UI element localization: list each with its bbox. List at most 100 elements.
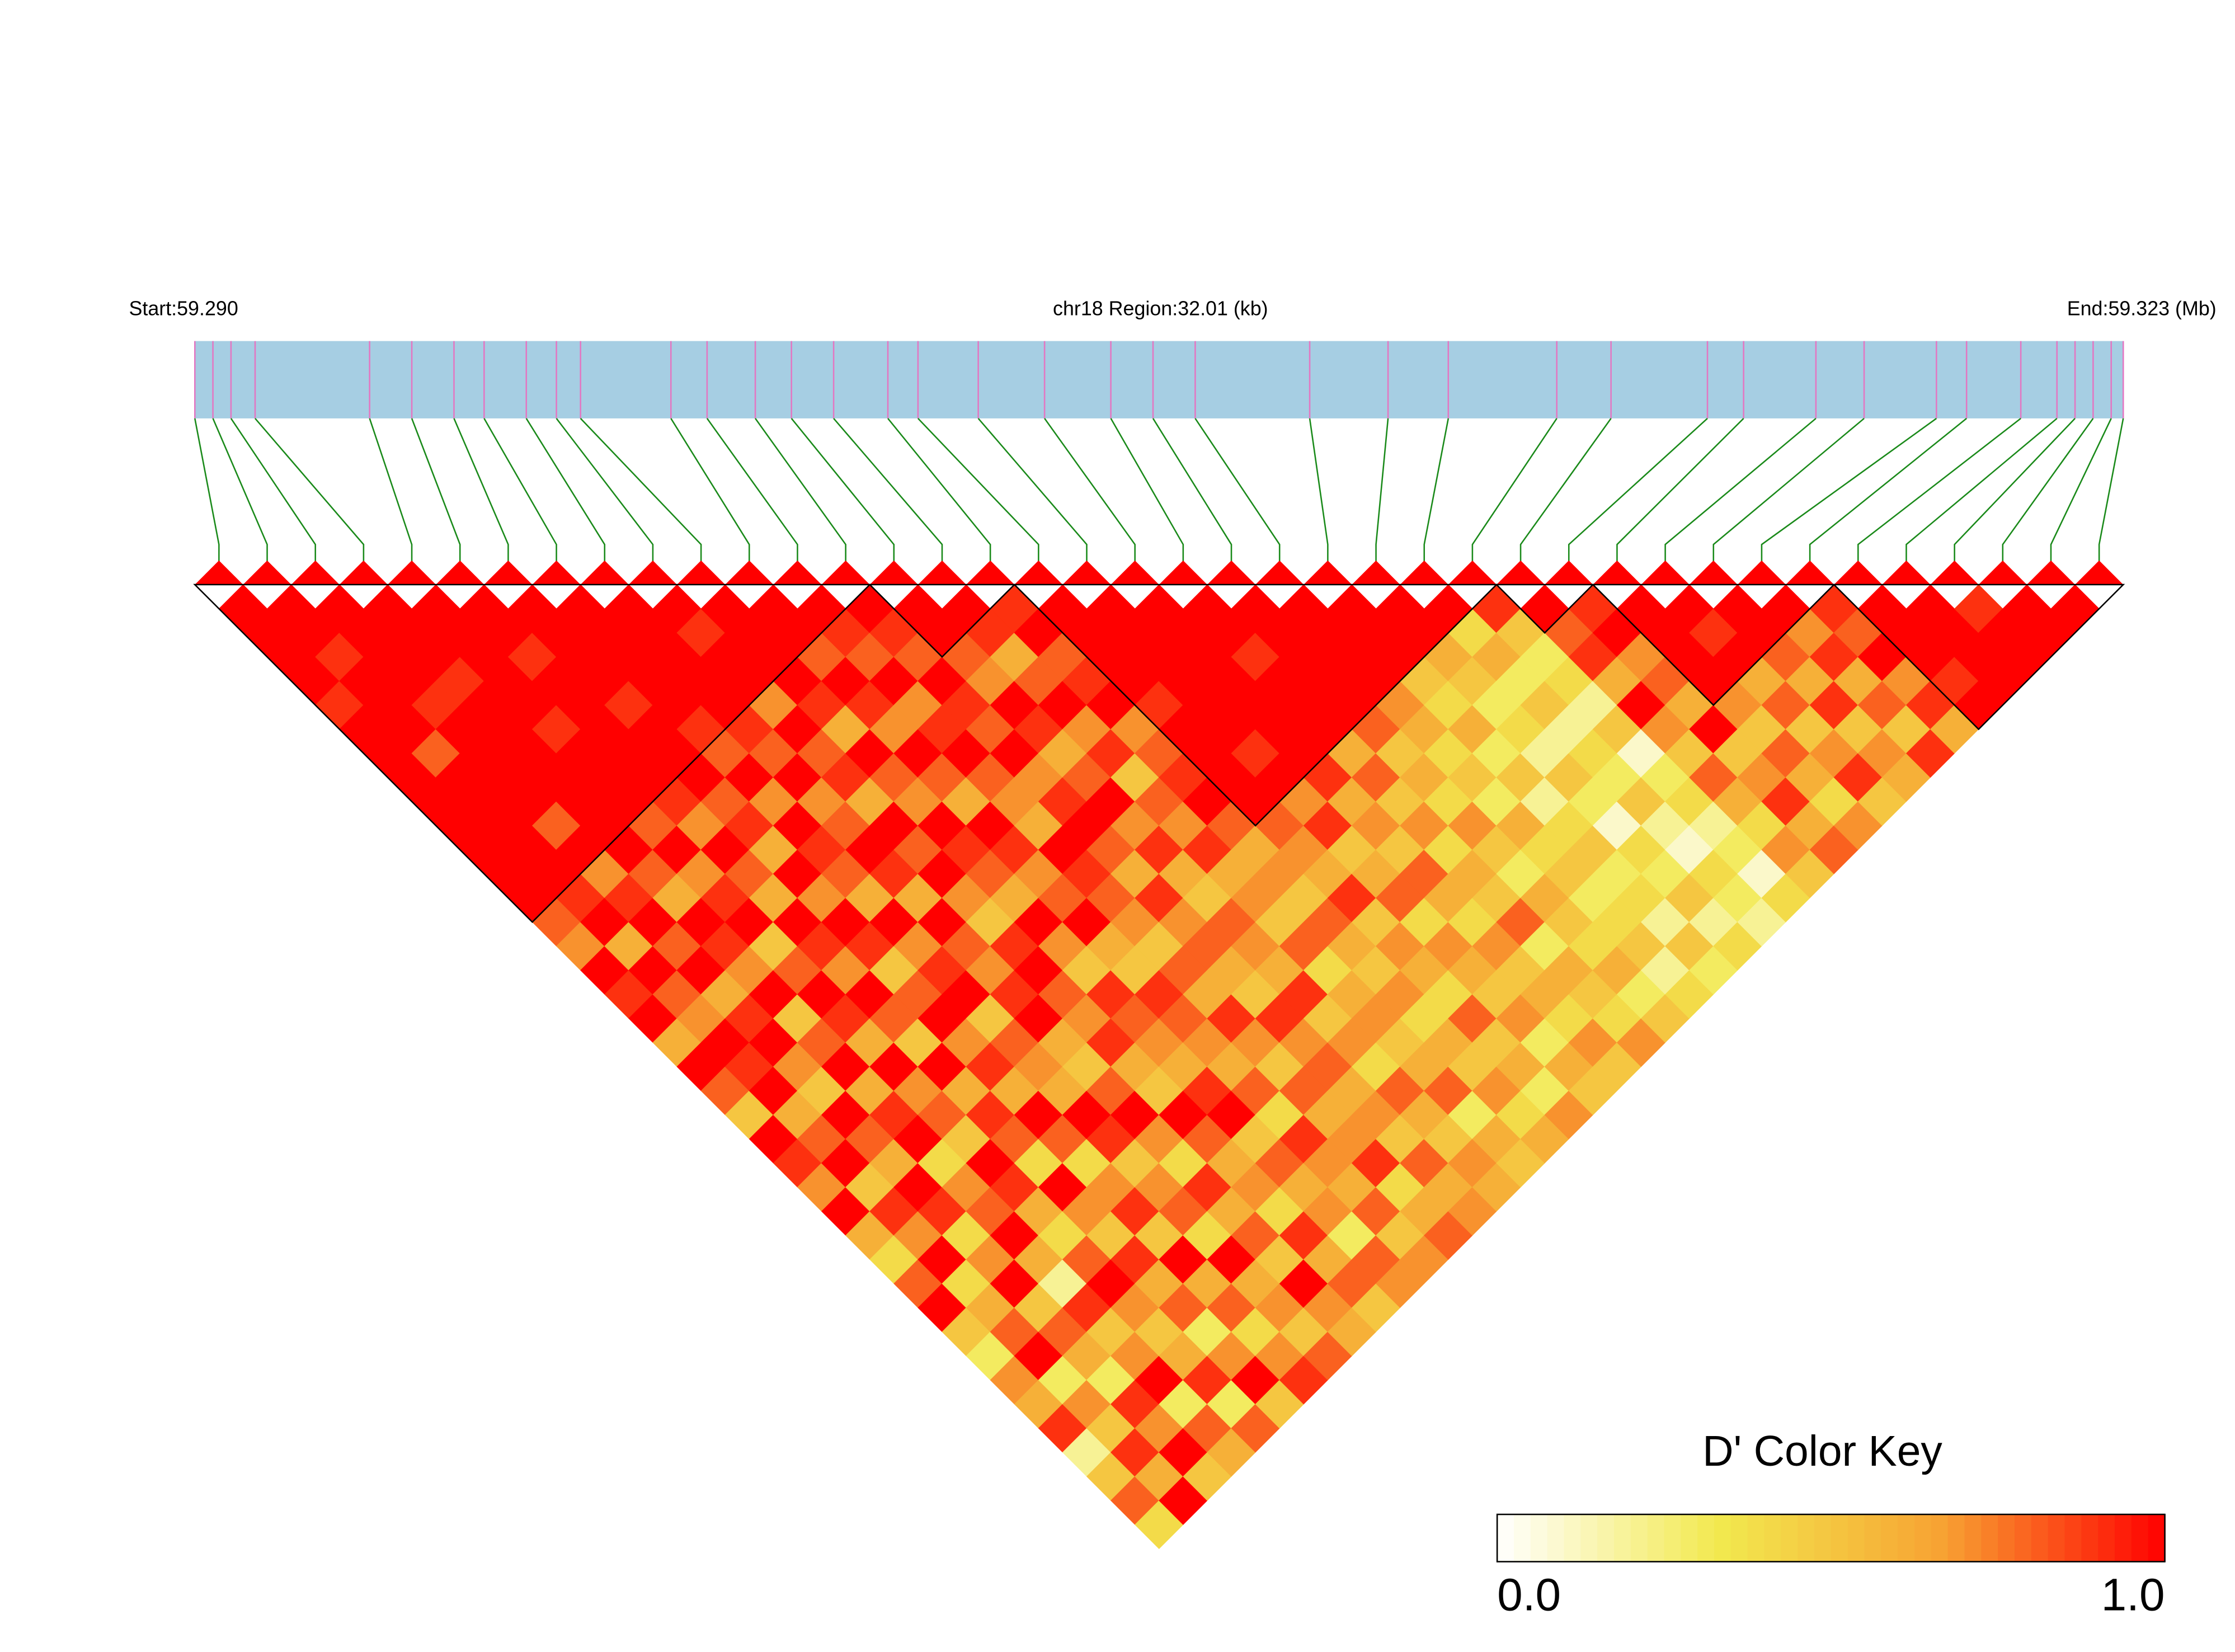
snp-marker xyxy=(1304,560,1352,585)
snp-link xyxy=(194,418,220,563)
snp-marker xyxy=(773,560,822,585)
chart-title: chr18 Region:32.01 (kb) xyxy=(1053,298,1268,320)
snp-marker xyxy=(1496,560,1545,585)
snp-link xyxy=(1954,418,2076,563)
snp-marker xyxy=(291,560,340,585)
snp-marker xyxy=(484,560,533,585)
snp-marker xyxy=(243,560,291,585)
snp-link xyxy=(230,418,316,563)
snp-link xyxy=(1519,418,1612,563)
snp-marker xyxy=(1352,560,1400,585)
snp-link xyxy=(791,418,895,563)
snp-marker xyxy=(1737,560,1786,585)
key-step xyxy=(1580,1514,1598,1562)
snp-link xyxy=(1905,417,2058,563)
snp-marker xyxy=(1062,560,1111,585)
key-step xyxy=(2064,1514,2082,1562)
ld-block xyxy=(868,583,1017,658)
snp-link xyxy=(977,418,1088,563)
ld-block xyxy=(1832,583,2125,731)
snp-marker xyxy=(869,560,918,585)
snp-link xyxy=(1809,417,1967,563)
snp-link xyxy=(369,418,413,563)
snp-link xyxy=(556,418,654,563)
snp-link xyxy=(833,418,943,563)
ld-block xyxy=(1013,583,1499,827)
key-step xyxy=(1564,1514,1582,1562)
snp-link xyxy=(255,418,365,563)
key-step xyxy=(1998,1514,2016,1562)
key-step xyxy=(1847,1514,1865,1562)
key-step xyxy=(1798,1514,1815,1562)
snp-link xyxy=(453,418,509,563)
snp-link xyxy=(917,418,1039,563)
key-step xyxy=(1814,1514,1832,1562)
key-step xyxy=(1831,1514,1848,1562)
snp-marker xyxy=(1400,560,1448,585)
snp-marker xyxy=(677,560,726,585)
snp-link xyxy=(755,418,846,563)
snp-marker xyxy=(195,560,243,585)
snp-marker xyxy=(1593,560,1641,585)
key-step xyxy=(1681,1514,1698,1562)
snp-link xyxy=(1375,418,1389,563)
snp-marker xyxy=(725,560,774,585)
start-label: Start:59.290 xyxy=(129,298,238,320)
snp-marker xyxy=(1111,560,1159,585)
snp-link xyxy=(706,418,798,563)
key-step xyxy=(2048,1514,2065,1562)
snp-marker xyxy=(1159,560,1207,585)
snp-marker xyxy=(1641,560,1690,585)
key-step xyxy=(1497,1514,1515,1562)
snp-link xyxy=(2050,418,2112,563)
snp-link xyxy=(1110,418,1184,563)
key-step xyxy=(2031,1514,2049,1562)
snp-marker xyxy=(1978,560,2027,585)
snp-marker xyxy=(1882,560,1931,585)
snp-marker xyxy=(580,560,629,585)
snp-marker xyxy=(387,560,436,585)
snp-link xyxy=(1152,418,1232,563)
snp-marker xyxy=(1014,560,1063,585)
snp-link xyxy=(411,418,461,563)
key-step xyxy=(1697,1514,1715,1562)
snp-marker xyxy=(1448,560,1497,585)
key-step xyxy=(1530,1514,1548,1562)
key-step xyxy=(1881,1514,1899,1562)
key-tick-label: 1.0 xyxy=(2101,1570,2165,1621)
key-step xyxy=(1914,1514,1932,1562)
end-label: End:59.323 (Mb) xyxy=(2067,298,2217,320)
snp-marker xyxy=(821,560,870,585)
snp-marker xyxy=(1689,560,1738,585)
key-step xyxy=(1747,1514,1765,1562)
key-step xyxy=(1664,1514,1682,1562)
key-step xyxy=(1864,1514,1882,1562)
key-step xyxy=(1613,1514,1632,1562)
snp-link xyxy=(580,418,702,563)
snp-marker xyxy=(339,560,388,585)
snp-link xyxy=(212,418,268,563)
snp-marker xyxy=(628,560,677,585)
snp-marker xyxy=(1207,560,1256,585)
key-step xyxy=(1513,1514,1532,1562)
key-step xyxy=(2148,1514,2166,1562)
snp-marker xyxy=(532,560,581,585)
snp-link xyxy=(1423,418,1450,563)
snp-link xyxy=(1309,418,1329,563)
snp-link xyxy=(1044,418,1136,563)
key-step xyxy=(2081,1514,2099,1562)
key-step xyxy=(1714,1514,1732,1562)
snp-link xyxy=(1568,417,1708,563)
snp-marker xyxy=(1545,560,1593,585)
snp-link xyxy=(483,418,557,563)
snp-marker xyxy=(1930,560,1979,585)
snp-link xyxy=(1664,417,1817,563)
snp-marker xyxy=(966,560,1015,585)
key-step xyxy=(1964,1514,1982,1562)
key-step xyxy=(2015,1514,2032,1562)
key-step xyxy=(1764,1514,1782,1562)
key-step xyxy=(1898,1514,1916,1562)
key-frame xyxy=(1496,1513,2166,1562)
